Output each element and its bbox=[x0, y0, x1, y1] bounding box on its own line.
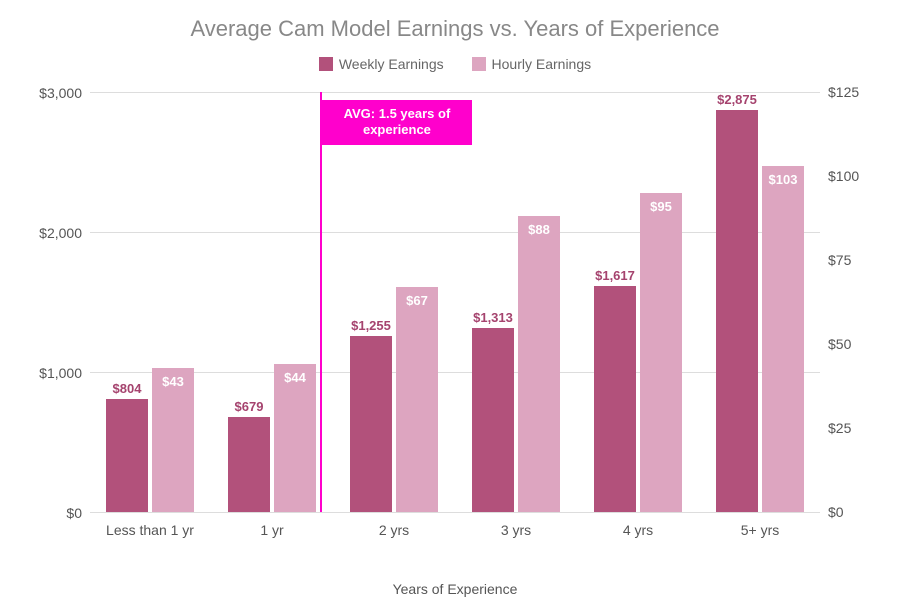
bar-weekly: $1,617 bbox=[594, 286, 636, 512]
bar-hourly-value-label: $103 bbox=[762, 172, 804, 187]
y-right-tick-label: $100 bbox=[820, 168, 859, 184]
y-right-tick-label: $75 bbox=[820, 252, 851, 268]
y-left-tick-label: $1,000 bbox=[39, 365, 90, 381]
annotation-line bbox=[320, 92, 322, 512]
bar-hourly-value-label: $88 bbox=[518, 222, 560, 237]
legend-swatch-weekly bbox=[319, 57, 333, 71]
legend-item-hourly: Hourly Earnings bbox=[472, 56, 592, 72]
legend-label-hourly: Hourly Earnings bbox=[492, 56, 592, 72]
y-right-tick-label: $0 bbox=[820, 504, 844, 520]
gridline: $2,000 bbox=[90, 232, 820, 233]
gridline: $0 bbox=[90, 512, 820, 513]
category-label: 3 yrs bbox=[455, 522, 577, 538]
bar-hourly-value-label: $43 bbox=[152, 374, 194, 389]
bar-weekly-value-label: $1,617 bbox=[594, 268, 636, 283]
y-right-tick-label: $50 bbox=[820, 336, 851, 352]
y-right-tick-label: $25 bbox=[820, 420, 851, 436]
category-label: 1 yr bbox=[211, 522, 333, 538]
bar-weekly-value-label: $2,875 bbox=[716, 92, 758, 107]
category-label: 5+ yrs bbox=[699, 522, 821, 538]
bar-weekly: $2,875 bbox=[716, 110, 758, 513]
category-group: $1,617$954 yrs bbox=[594, 92, 682, 512]
gridline: $3,000 bbox=[90, 92, 820, 93]
y-right-tick-label: $125 bbox=[820, 84, 859, 100]
bar-weekly: $1,255 bbox=[350, 336, 392, 512]
legend: Weekly Earnings Hourly Earnings bbox=[0, 56, 910, 74]
bar-hourly-value-label: $67 bbox=[396, 293, 438, 308]
category-group: $679$441 yr bbox=[228, 92, 316, 512]
y-left-tick-label: $3,000 bbox=[39, 85, 90, 101]
chart-container: Average Cam Model Earnings vs. Years of … bbox=[0, 0, 910, 607]
category-label: Less than 1 yr bbox=[89, 522, 211, 538]
category-group: $1,313$883 yrs bbox=[472, 92, 560, 512]
legend-swatch-hourly bbox=[472, 57, 486, 71]
bar-hourly: $67 bbox=[396, 287, 438, 512]
legend-item-weekly: Weekly Earnings bbox=[319, 56, 444, 72]
plot-area: $0$1,000$2,000$3,000$0$25$50$75$100$125$… bbox=[90, 92, 820, 512]
bar-hourly-value-label: $44 bbox=[274, 370, 316, 385]
y-left-tick-label: $2,000 bbox=[39, 225, 90, 241]
category-label: 2 yrs bbox=[333, 522, 455, 538]
y-left-tick-label: $0 bbox=[66, 505, 90, 521]
annotation-label: AVG: 1.5 years of experience bbox=[322, 100, 472, 145]
x-axis-title: Years of Experience bbox=[0, 581, 910, 597]
category-label: 4 yrs bbox=[577, 522, 699, 538]
bar-weekly: $1,313 bbox=[472, 328, 514, 512]
bar-hourly: $44 bbox=[274, 364, 316, 512]
gridline: $1,000 bbox=[90, 372, 820, 373]
bar-weekly-value-label: $1,255 bbox=[350, 318, 392, 333]
bar-hourly: $43 bbox=[152, 368, 194, 512]
bar-hourly: $95 bbox=[640, 193, 682, 512]
category-group: $2,875$1035+ yrs bbox=[716, 92, 804, 512]
category-group: $804$43Less than 1 yr bbox=[106, 92, 194, 512]
bar-weekly-value-label: $804 bbox=[106, 381, 148, 396]
chart-title: Average Cam Model Earnings vs. Years of … bbox=[0, 16, 910, 42]
bar-weekly: $804 bbox=[106, 399, 148, 512]
category-group: $1,255$672 yrs bbox=[350, 92, 438, 512]
bar-hourly: $88 bbox=[518, 216, 560, 512]
legend-label-weekly: Weekly Earnings bbox=[339, 56, 444, 72]
bar-hourly-value-label: $95 bbox=[640, 199, 682, 214]
bar-weekly-value-label: $679 bbox=[228, 399, 270, 414]
bar-hourly: $103 bbox=[762, 166, 804, 512]
bar-weekly-value-label: $1,313 bbox=[472, 310, 514, 325]
bar-weekly: $679 bbox=[228, 417, 270, 512]
